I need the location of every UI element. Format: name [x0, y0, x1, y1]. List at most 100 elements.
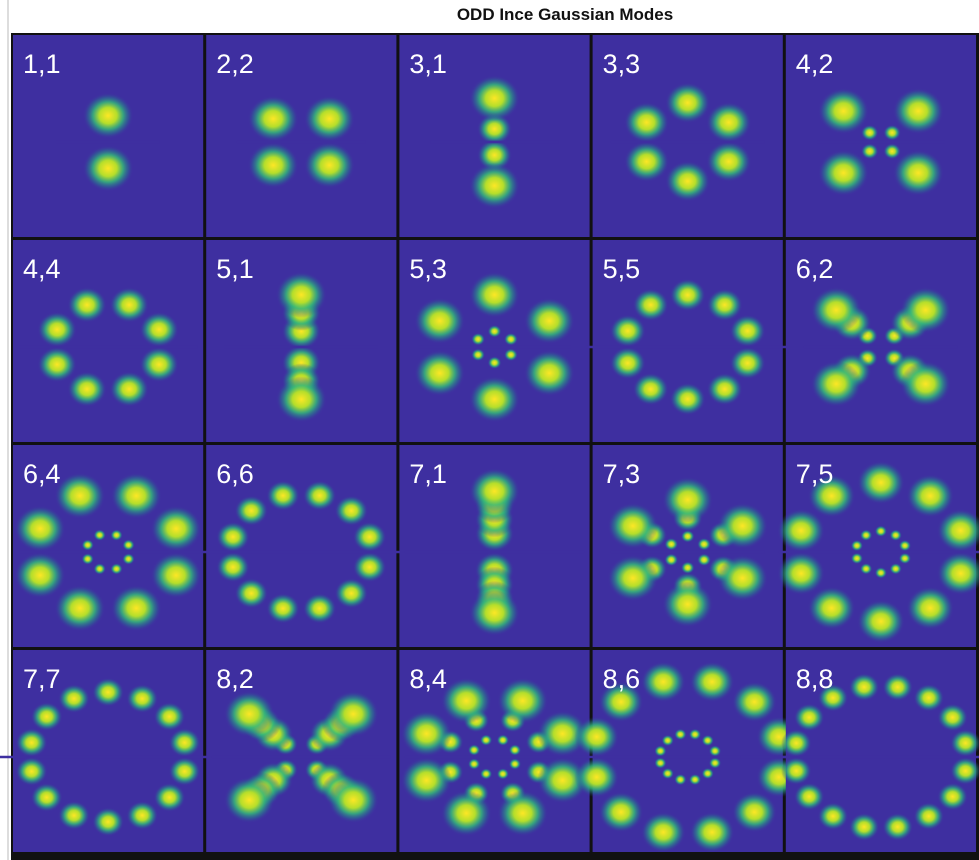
intensity-lobe [689, 774, 701, 785]
intensity-lobe [781, 757, 812, 785]
mode-panel: 7,3 [593, 445, 783, 647]
intensity-lobe [890, 563, 902, 574]
mode-panel: 5,1 [206, 240, 396, 442]
intensity-lobe [154, 783, 186, 812]
intensity-lobe [480, 734, 492, 745]
intensity-lobe [665, 161, 710, 202]
intensity-lobe [83, 145, 134, 191]
intensity-lobe [697, 538, 711, 551]
intensity-lobe [662, 581, 713, 627]
mode-label: 4,2 [796, 49, 834, 79]
mode-label: 5,5 [603, 254, 641, 284]
intensity-lobe [122, 553, 134, 564]
intensity-lobe [849, 673, 880, 701]
intensity-lobe [610, 315, 646, 347]
mode-panel: 6,4 [13, 445, 203, 647]
intensity-lobe [468, 758, 480, 769]
intensity-lobe [860, 530, 872, 541]
intensity-lobe [674, 774, 686, 785]
intensity-lobe [38, 347, 77, 382]
intensity-lobe [401, 711, 452, 757]
intensity-lobe [266, 593, 299, 623]
mode-label: 7,1 [409, 459, 447, 489]
intensity-lobe [169, 757, 201, 786]
intensity-lobe [706, 141, 751, 182]
intensity-lobe [276, 272, 327, 318]
intensity-lobe [353, 552, 386, 582]
intensity-lobe [633, 373, 669, 405]
intensity-lobe [504, 333, 518, 346]
intensity-lobe [702, 768, 714, 779]
intensity-lobe [469, 272, 520, 318]
intensity-lobe [890, 530, 902, 541]
intensity-lobe [882, 813, 913, 841]
intensity-lobe [818, 802, 849, 830]
intensity-lobe [169, 728, 201, 757]
intensity-lobe [861, 125, 878, 141]
mode-panel: 8,6 [573, 650, 803, 852]
intensity-lobe [266, 481, 299, 511]
intensity-lobe [154, 702, 186, 731]
intensity-lobe [851, 540, 863, 551]
intensity-lobe [893, 150, 944, 196]
intensity-lobe [670, 279, 706, 311]
intensity-lobe [707, 373, 743, 405]
intensity-lobe [67, 287, 106, 322]
intensity-lobe [641, 812, 686, 852]
intensity-lobe [818, 150, 869, 196]
mode-panel: 7,7 [0, 650, 236, 852]
intensity-lobe [670, 383, 706, 415]
intensity-lobe [353, 522, 386, 552]
intensity-lobe [681, 561, 695, 574]
intensity-lobe [860, 563, 872, 574]
mode-label: 7,5 [796, 459, 834, 489]
intensity-lobe [811, 287, 862, 333]
intensity-lobe [31, 783, 63, 812]
intensity-lobe [248, 142, 299, 188]
intensity-lobe [781, 729, 812, 757]
intensity-lobe [732, 682, 777, 722]
mode-panel: 5,3 [399, 240, 589, 442]
intensity-lobe [304, 96, 355, 142]
intensity-lobe [509, 758, 521, 769]
intensity-lobe [624, 141, 669, 182]
intensity-lobe [574, 717, 619, 757]
intensity-lobe [335, 578, 368, 608]
mode-panel: 7,1 [399, 445, 589, 647]
intensity-lobe [654, 757, 666, 768]
intensity-lobe [702, 735, 714, 746]
intensity-lobe [662, 477, 713, 523]
mode-panel: 7,5 [777, 445, 979, 647]
intensity-lobe [111, 585, 162, 631]
figure-title: ODD Ince Gaussian Modes [457, 5, 673, 24]
intensity-lobe [67, 371, 106, 406]
intensity-lobe [110, 563, 122, 574]
intensity-lobe [122, 539, 134, 550]
intensity-lobe [794, 783, 825, 811]
intensity-lobe [497, 790, 548, 836]
intensity-lobe [488, 356, 502, 369]
intensity-lobe [151, 506, 202, 552]
intensity-lobe [914, 802, 945, 830]
mode-label: 8,6 [603, 664, 641, 694]
intensity-lobe [914, 684, 945, 712]
intensity-lobe [662, 735, 674, 746]
intensity-lobe [654, 745, 666, 756]
intensity-lobe [328, 691, 379, 737]
intensity-lobe [524, 298, 575, 344]
mode-panel: 4,2 [786, 35, 976, 237]
intensity-lobe [303, 593, 336, 623]
intensity-lobe [690, 662, 735, 702]
mode-label: 2,2 [216, 49, 254, 79]
intensity-lobe [875, 567, 887, 578]
intensity-lobe [94, 529, 106, 540]
mode-label: 7,7 [23, 664, 61, 694]
intensity-lobe [16, 757, 48, 786]
mode-panel: 8,4 [399, 650, 589, 852]
intensity-lobe [276, 376, 327, 422]
intensity-lobe [151, 552, 202, 598]
intensity-lobe [110, 529, 122, 540]
intensity-lobe [335, 496, 368, 526]
mode-label: 3,3 [603, 49, 641, 79]
intensity-lobe [469, 163, 520, 209]
